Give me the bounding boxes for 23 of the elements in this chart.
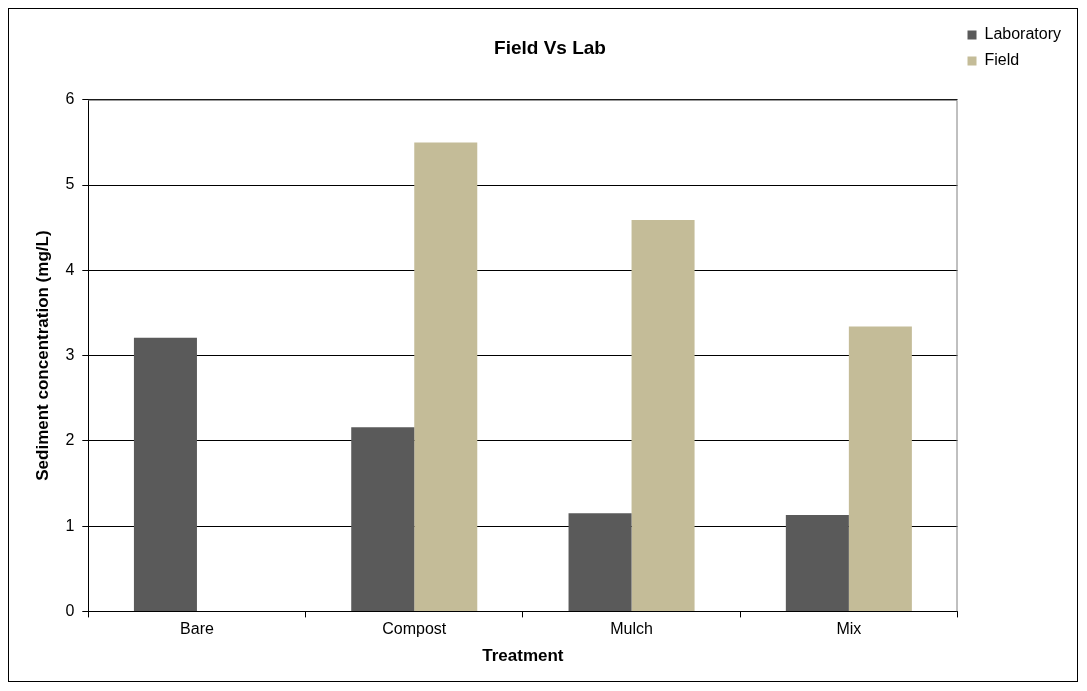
bar [351,427,415,611]
bar [568,513,632,611]
x-axis-title: Treatment [482,646,564,666]
chart-title: Field Vs Lab [494,36,606,58]
x-tick-label: Mulch [610,620,653,638]
y-tick-label: 3 [65,346,75,364]
bar [848,326,912,611]
y-tick-label: 5 [65,175,75,193]
bar [631,220,695,611]
bar [133,337,197,611]
y-tick-label: 0 [65,601,75,619]
y-axis-title: Sediment concentration (mg/L) [32,230,52,481]
bar [785,515,849,611]
legend-label: Laboratory [984,25,1062,43]
y-tick-label: 4 [65,260,75,278]
x-tick-label: Mix [836,620,862,638]
x-tick-label: Bare [180,620,214,638]
bar [414,142,478,611]
y-tick-label: 2 [65,431,75,449]
y-tick-label: 6 [65,90,75,108]
legend-label: Field [984,51,1020,69]
x-tick-label: Compost [382,620,447,638]
y-tick-label: 1 [65,516,75,534]
